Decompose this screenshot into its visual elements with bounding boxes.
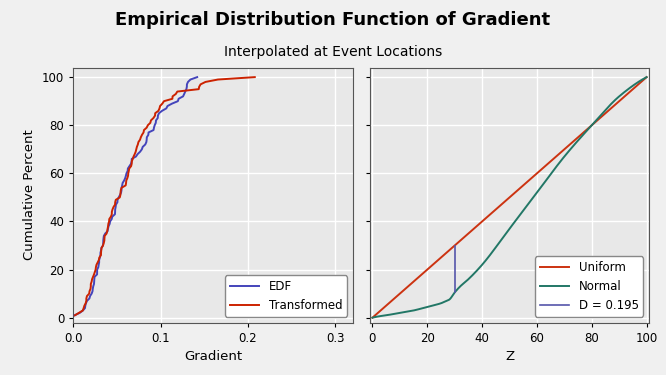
Normal (368, 315, 376, 320)
EDF (117, 190, 125, 195)
Line: EDF: EDF (75, 77, 197, 315)
EDF (71, 313, 79, 318)
X-axis label: Gradient: Gradient (184, 350, 242, 363)
Transformed (92, 267, 100, 272)
Transformed (117, 190, 125, 195)
Line: Normal: Normal (372, 77, 647, 318)
Legend: EDF, Transformed: EDF, Transformed (225, 275, 347, 316)
Normal (531, 192, 539, 196)
EDF (193, 75, 201, 80)
Legend: Uniform, Normal, D = 0.195: Uniform, Normal, D = 0.195 (535, 256, 643, 316)
Normal (593, 117, 601, 122)
EDF (93, 267, 101, 272)
Line: Transformed: Transformed (75, 77, 255, 315)
Normal (636, 79, 644, 83)
Transformed (251, 75, 259, 80)
EDF (179, 94, 187, 99)
X-axis label: Z: Z (505, 350, 514, 363)
Transformed (125, 171, 133, 176)
D = 0.195 (451, 290, 459, 295)
Transformed (71, 313, 79, 318)
Normal (499, 236, 507, 240)
Normal (643, 75, 651, 80)
Normal (517, 211, 525, 216)
Transformed (168, 94, 176, 99)
EDF (182, 87, 190, 92)
D = 0.195 (451, 243, 459, 248)
Transformed (95, 258, 103, 262)
EDF (95, 258, 103, 262)
Y-axis label: Cumulative Percent: Cumulative Percent (23, 130, 37, 260)
Transformed (194, 87, 202, 92)
Normal (500, 233, 508, 238)
Text: Interpolated at Event Locations: Interpolated at Event Locations (224, 45, 442, 59)
Text: Empirical Distribution Function of Gradient: Empirical Distribution Function of Gradi… (115, 11, 551, 29)
EDF (123, 171, 131, 176)
